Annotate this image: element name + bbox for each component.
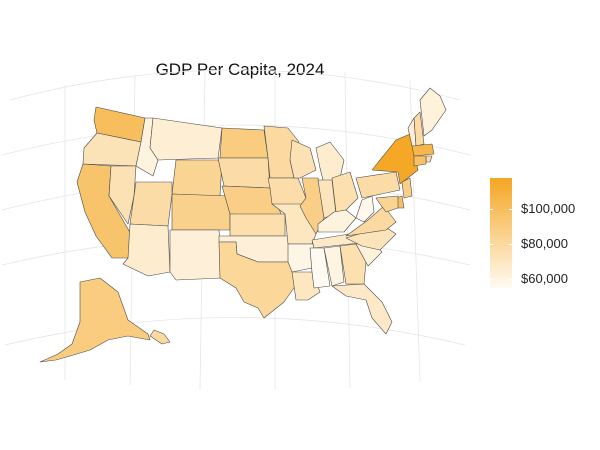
- state-ak: [39, 277, 151, 363]
- legend-tick-label: $60,000: [521, 271, 568, 287]
- state-ma: [411, 143, 435, 157]
- state-wv: [355, 195, 375, 223]
- state-ms: [309, 247, 331, 289]
- state-nv: [108, 165, 137, 225]
- state-ar: [287, 243, 315, 273]
- state-oh: [331, 171, 359, 213]
- state-nj: [401, 177, 413, 199]
- state-tx: [218, 241, 299, 319]
- state-nh: [413, 111, 425, 147]
- state-nd: [219, 127, 269, 159]
- state-va: [345, 205, 397, 237]
- state-ri: [425, 155, 433, 163]
- state-ks: [229, 213, 286, 237]
- state-nm: [169, 229, 223, 281]
- legend-tick-mark: [509, 209, 512, 211]
- map-title: GDP Per Capita, 2024: [155, 60, 325, 79]
- state-md: [375, 195, 399, 213]
- state-wy: [171, 159, 223, 197]
- legend-color-bar: [490, 178, 512, 288]
- legend-tick-mark: [490, 279, 493, 281]
- state-ny: [371, 133, 419, 185]
- legend-tick-mark: [490, 209, 493, 211]
- legend-tick-mark: [509, 279, 512, 281]
- state-wi: [289, 139, 317, 179]
- state-ga: [339, 243, 367, 285]
- states-layer: [39, 87, 447, 363]
- state-me: [419, 87, 447, 137]
- state-az: [122, 223, 171, 277]
- state-fl: [331, 283, 393, 335]
- state-hi: [149, 329, 171, 345]
- state-co: [171, 193, 231, 231]
- state-ct: [413, 155, 427, 167]
- legend-tick-label: $100,000: [521, 201, 576, 217]
- legend-tick-mark: [509, 244, 512, 246]
- legend-tick-mark: [490, 244, 493, 246]
- state-pa: [355, 171, 401, 199]
- state-sd: [217, 157, 271, 189]
- state-or: [82, 132, 142, 167]
- legend-tick-label: $80,000: [521, 236, 568, 252]
- state-mt: [149, 117, 223, 161]
- state-ut: [129, 181, 173, 227]
- state-al: [323, 245, 345, 287]
